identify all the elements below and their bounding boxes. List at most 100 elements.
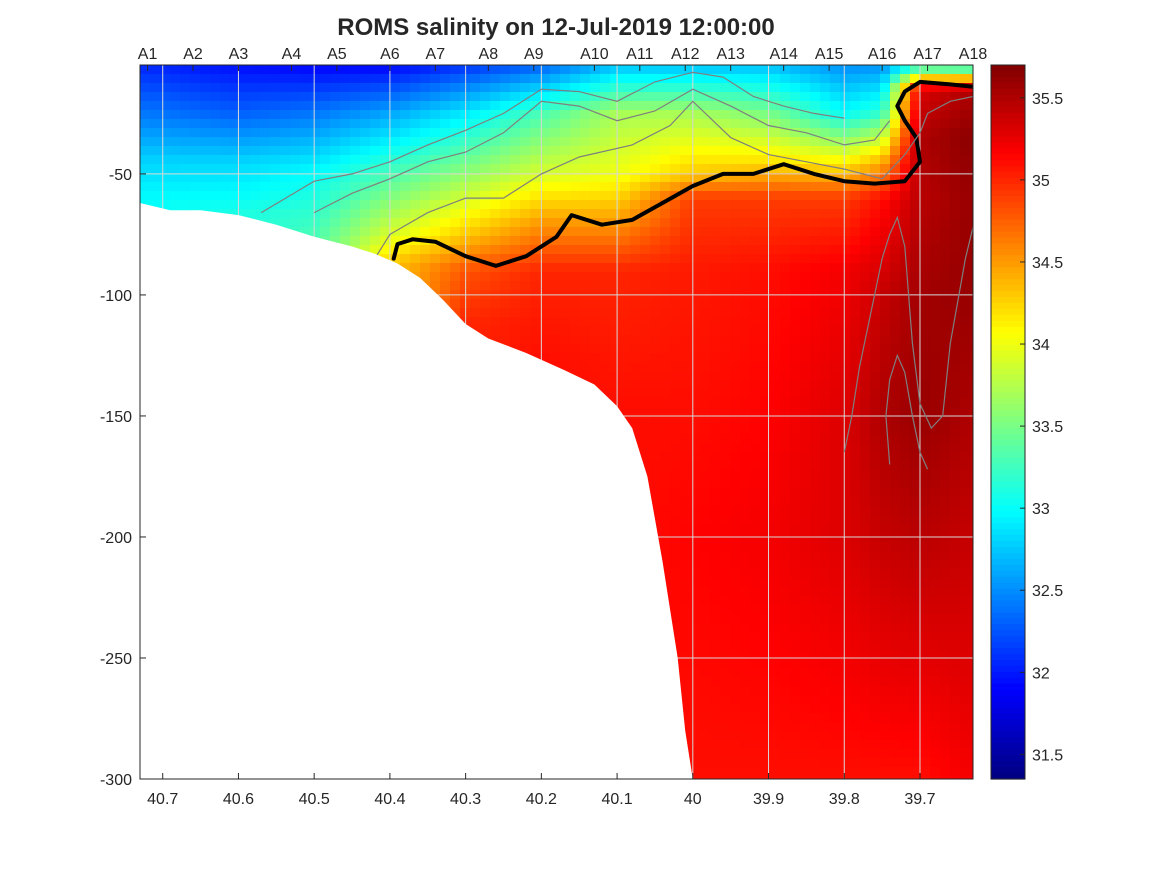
heatmap-cell <box>730 326 741 336</box>
heatmap-cell <box>540 299 551 309</box>
heatmap-cell <box>470 299 481 309</box>
heatmap-cell <box>500 308 511 318</box>
heatmap-cell <box>730 299 741 309</box>
heatmap-cell <box>740 578 751 588</box>
heatmap-cell <box>710 137 721 147</box>
heatmap-cell <box>660 497 671 507</box>
heatmap-cell <box>670 560 681 570</box>
heatmap-cell <box>380 74 391 84</box>
heatmap-cell <box>170 83 181 93</box>
heatmap-cell <box>150 119 161 129</box>
heatmap-cell <box>350 128 361 138</box>
heatmap-cell <box>710 74 721 84</box>
heatmap-cell <box>700 434 711 444</box>
heatmap-cell <box>680 587 691 597</box>
heatmap-cell <box>400 227 411 237</box>
heatmap-cell <box>650 263 661 273</box>
heatmap-cell <box>560 146 571 156</box>
heatmap-cell <box>720 695 731 705</box>
heatmap-cell <box>620 137 631 147</box>
heatmap-cell <box>290 74 301 84</box>
heatmap-cell <box>720 362 731 372</box>
heatmap-cell <box>670 488 681 498</box>
heatmap-cell <box>760 344 771 354</box>
heatmap-cell <box>710 245 721 255</box>
heatmap-cell <box>670 218 681 228</box>
heatmap-cell <box>180 164 191 174</box>
heatmap-cell <box>590 164 601 174</box>
heatmap-cell <box>530 308 541 318</box>
heatmap-cell <box>650 416 661 426</box>
heatmap-cell <box>560 245 571 255</box>
heatmap-cell <box>740 443 751 453</box>
heatmap-cell <box>250 65 261 75</box>
heatmap-cell <box>660 218 671 228</box>
heatmap-cell <box>380 110 391 120</box>
heatmap-cell <box>550 101 561 111</box>
heatmap-cell <box>370 236 381 246</box>
heatmap-cell <box>720 317 731 327</box>
heatmap-cell <box>630 317 641 327</box>
heatmap-cell <box>550 128 561 138</box>
heatmap-cell <box>180 128 191 138</box>
heatmap-cell <box>610 236 621 246</box>
heatmap-cell <box>570 182 581 192</box>
heatmap-cell <box>700 452 711 462</box>
heatmap-cell <box>540 119 551 129</box>
heatmap-cell <box>680 452 691 462</box>
heatmap-cell <box>710 776 721 779</box>
heatmap-cell <box>560 200 571 210</box>
heatmap-cell <box>290 110 301 120</box>
heatmap-cell <box>500 92 511 102</box>
heatmap-cell <box>470 191 481 201</box>
heatmap-cell <box>750 398 761 408</box>
heatmap-cell <box>570 236 581 246</box>
heatmap-cell <box>570 200 581 210</box>
heatmap-cell <box>500 191 511 201</box>
heatmap-cell <box>260 173 271 183</box>
heatmap-cell <box>570 263 581 273</box>
heatmap-cell <box>720 65 731 75</box>
heatmap-cell <box>650 137 661 147</box>
heatmap-cell <box>700 146 711 156</box>
heatmap-cell <box>300 155 311 165</box>
heatmap-cell <box>750 443 761 453</box>
heatmap-cell <box>680 128 691 138</box>
heatmap-cell <box>520 65 531 75</box>
heatmap-cell <box>410 200 421 210</box>
heatmap-cell <box>720 83 731 93</box>
heatmap-cell <box>310 227 321 237</box>
heatmap-cell <box>420 110 431 120</box>
heatmap-cell <box>730 488 741 498</box>
heatmap-cell <box>140 191 151 201</box>
heatmap-cell <box>690 479 701 489</box>
heatmap-cell <box>490 137 501 147</box>
heatmap-cell <box>680 470 691 480</box>
heatmap-cell <box>550 281 561 291</box>
heatmap-cell <box>370 92 381 102</box>
heatmap-cell <box>150 155 161 165</box>
heatmap-cell <box>490 227 501 237</box>
heatmap-cell <box>470 92 481 102</box>
heatmap-cell <box>530 272 541 282</box>
heatmap-cell <box>530 209 541 219</box>
heatmap-cell <box>710 497 721 507</box>
heatmap-cell <box>740 74 751 84</box>
heatmap-cell <box>540 110 551 120</box>
heatmap-cell <box>730 695 741 705</box>
heatmap-cell <box>750 749 761 759</box>
heatmap-cell <box>680 281 691 291</box>
heatmap-cell <box>250 74 261 84</box>
heatmap-cell <box>670 119 681 129</box>
heatmap-cell <box>490 200 501 210</box>
heatmap-cell <box>580 173 591 183</box>
heatmap-cell <box>740 740 751 750</box>
heatmap-cell <box>670 470 681 480</box>
heatmap-cell <box>190 74 201 84</box>
heatmap-cell <box>610 83 621 93</box>
heatmap-cell <box>740 371 751 381</box>
heatmap-cell <box>310 137 321 147</box>
heatmap-cell <box>660 335 671 345</box>
heatmap-cell <box>650 317 661 327</box>
heatmap-cell <box>370 182 381 192</box>
